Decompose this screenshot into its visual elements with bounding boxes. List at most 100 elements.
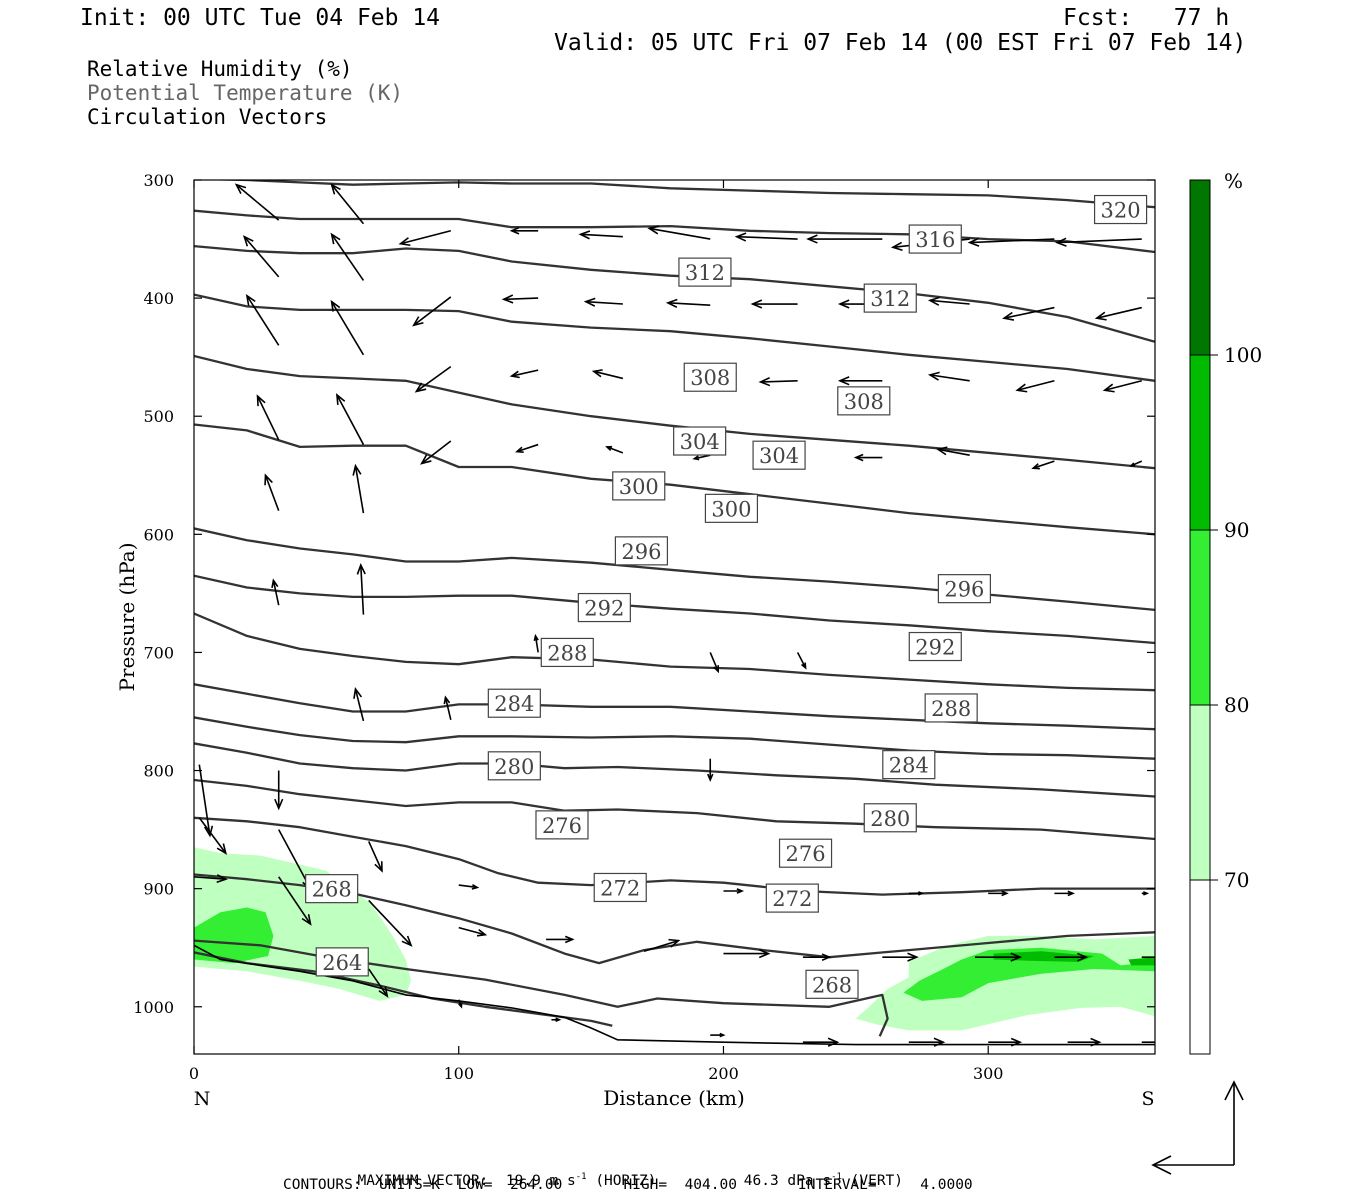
y-tick-label: 300 — [143, 171, 174, 190]
circulation-vector — [1054, 952, 1089, 962]
circulation-vector — [1054, 237, 1142, 247]
circulation-vector — [551, 1017, 562, 1023]
circulation-vector — [908, 1037, 946, 1047]
circulation-vector — [546, 935, 575, 944]
circulation-vector — [796, 652, 807, 670]
theta-contour-292 — [194, 683, 1155, 731]
circulation-vector — [412, 296, 452, 327]
circulation-vector — [330, 299, 365, 356]
circulation-vector — [583, 297, 623, 307]
circulation-vector — [643, 938, 681, 953]
x-tick-label: 300 — [973, 1064, 1004, 1083]
svg-text:312: 312 — [870, 287, 910, 311]
init-time: Init: 00 UTC Tue 04 Feb 14 — [80, 5, 441, 31]
circulation-vector — [198, 817, 227, 855]
contour-label: 280 — [863, 803, 917, 833]
circulation-vector — [533, 633, 539, 653]
colorbar-segment — [1189, 179, 1211, 356]
x-tick-label: 0 — [189, 1064, 199, 1083]
circulation-vector — [709, 652, 719, 674]
circulation-vector — [927, 371, 970, 382]
svg-text:276: 276 — [785, 842, 825, 866]
svg-text:268: 268 — [312, 878, 352, 902]
colorbar-label: 70 — [1224, 868, 1249, 892]
circulation-vector — [707, 758, 714, 783]
circulation-vector — [750, 299, 798, 309]
circulation-vector — [256, 394, 280, 441]
circulation-vector — [274, 770, 284, 811]
theta-contour-304 — [194, 527, 1155, 612]
contour-label: 308 — [683, 362, 737, 392]
svg-text:300: 300 — [711, 497, 751, 521]
contour-label: 296 — [614, 536, 669, 566]
circulation-vector — [1094, 306, 1142, 321]
circulation-vector — [368, 968, 389, 998]
theta-contour-300 — [194, 574, 1155, 645]
circulation-vector — [420, 440, 452, 465]
circulation-vector — [509, 226, 539, 235]
circulation-vector — [1002, 306, 1055, 321]
theta-contour-324 — [194, 209, 1155, 254]
svg-text:280: 280 — [870, 807, 910, 831]
circulation-vector — [1067, 1037, 1102, 1047]
circulation-vector — [501, 294, 539, 304]
theta-contour-328 — [196, 180, 1155, 209]
colorbar-label: 90 — [1224, 518, 1249, 542]
x-end-label-north: N — [194, 1088, 211, 1110]
svg-text:276: 276 — [542, 814, 582, 838]
contour-label: 304 — [752, 440, 806, 470]
circulation-vector — [758, 377, 798, 387]
colorbar-segment — [1189, 354, 1211, 531]
contour-label: 272 — [593, 872, 647, 903]
contour-label: 316 — [908, 224, 962, 254]
circulation-vector — [330, 183, 365, 225]
circulation-vector — [837, 376, 883, 386]
circulation-vector — [647, 225, 711, 240]
circulation-vector — [1141, 891, 1150, 896]
max-vector-vert-exp: -1 — [831, 1171, 842, 1182]
circulation-vector — [802, 1037, 840, 1047]
contour-label: 276 — [535, 810, 589, 840]
contour-label: 304 — [673, 426, 727, 456]
circulation-vector — [264, 473, 280, 511]
svg-text:296: 296 — [944, 578, 984, 602]
circulation-vector — [605, 445, 624, 454]
svg-text:292: 292 — [915, 636, 955, 660]
circulation-vector — [458, 883, 480, 890]
y-tick-label: 1000 — [133, 998, 174, 1017]
circulation-vector — [882, 952, 919, 962]
max-vector-horiz-unit: m s — [549, 1172, 576, 1189]
theta-contour-288 — [194, 716, 1155, 760]
contour-label: 300 — [612, 471, 666, 501]
contour-label: 280 — [487, 751, 541, 781]
circulation-vector — [1141, 1041, 1155, 1043]
circulation-vector — [988, 1037, 1023, 1047]
colorbar-label: 80 — [1224, 693, 1249, 717]
theta-contour-316 — [194, 293, 1155, 382]
circulation-vector — [734, 232, 798, 242]
contour-label: 320 — [1093, 194, 1148, 225]
svg-text:312: 312 — [685, 261, 725, 285]
rh-shade-90-100 — [1128, 957, 1155, 966]
circulation-vector — [234, 183, 280, 221]
theta-contour-296 — [194, 612, 1155, 692]
circulation-vector — [330, 232, 365, 281]
svg-text:320: 320 — [1101, 199, 1141, 223]
circulation-vector — [398, 230, 451, 247]
circulation-vector — [515, 443, 539, 453]
y-tick-label: 500 — [143, 407, 174, 426]
max-vector-vert-tag: (VERT) — [850, 1172, 904, 1189]
contour-info: CONTOURS: UNITS=K LOW= 264.00 HIGH= 404.… — [283, 1177, 973, 1193]
rh-shade-80-90 — [194, 907, 274, 964]
max-vector-label: MAXIMUM VECTOR: — [357, 1172, 489, 1189]
circulation-vector — [908, 891, 925, 896]
max-vector-horiz-value: 19.9 — [505, 1172, 541, 1189]
svg-text:264: 264 — [322, 951, 362, 975]
rh-shade-80-90 — [903, 947, 1155, 1001]
x-axis-title: Distance (km) — [603, 1086, 745, 1110]
svg-text:284: 284 — [889, 754, 929, 778]
theta-contour-312 — [194, 354, 1155, 470]
circulation-vector — [802, 953, 832, 961]
max-vector-horiz-tag: (HORIZ) — [595, 1172, 657, 1189]
